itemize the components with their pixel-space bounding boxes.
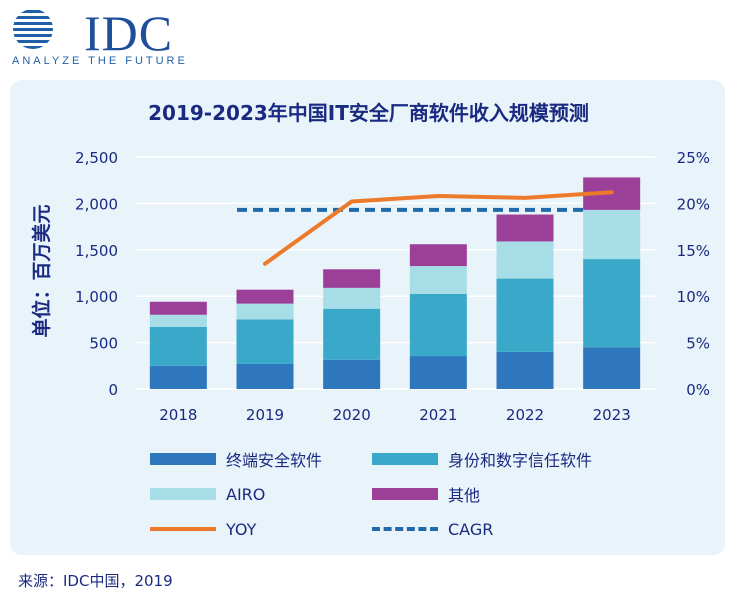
y2-tick-label: 25% <box>677 149 710 167</box>
legend-label-yoy: YOY <box>226 519 257 539</box>
bar-segment-endpoint <box>583 347 641 389</box>
bar-segment-airo <box>236 303 294 320</box>
legend-swatch-other <box>372 488 438 500</box>
logo-wordmark: IDC <box>84 5 174 61</box>
bar-segment-airo <box>323 287 381 309</box>
bar-segment-endpoint <box>323 359 381 389</box>
bar-segment-identity <box>583 259 641 348</box>
bar-segment-other <box>496 214 554 242</box>
idc-globe-icon <box>13 10 53 49</box>
legend-item-airo: AIRO <box>150 482 265 506</box>
legend-label-other: 其他 <box>448 486 481 505</box>
logo-tagline: ANALYZE THE FUTURE <box>12 55 188 67</box>
bar-segment-other <box>236 289 294 304</box>
bar-layer <box>149 177 641 389</box>
y-tick-label: 1,500 <box>75 242 118 260</box>
bar-segment-identity <box>323 308 381 360</box>
legend-label-identity: 身份和数字信任软件 <box>448 451 593 470</box>
bar-segment-airo <box>496 241 554 279</box>
x-tick-label: 2021 <box>419 406 457 424</box>
legend-item-yoy: YOY <box>150 517 256 541</box>
y2-tick-label: 5% <box>686 335 710 353</box>
y-tick-label: 2,000 <box>75 195 118 213</box>
y-tick-label: 2,500 <box>75 149 118 167</box>
bar-segment-endpoint <box>409 356 467 389</box>
y-tick-label: 500 <box>89 335 118 353</box>
y2-tick-label: 10% <box>677 288 710 306</box>
legend-label-airo: AIRO <box>226 484 266 504</box>
bar-segment-identity <box>149 326 207 366</box>
legend-swatch-endpoint <box>150 453 216 465</box>
header: IDC ANALYZE THE FUTURE <box>0 0 737 80</box>
bar-segment-identity <box>496 278 554 352</box>
axis-layer: 0 500 1,000 1,500 2,000 2,500 0% 5% 10% 15% 20% 25%… <box>30 149 710 424</box>
legend-swatch-identity <box>372 453 438 465</box>
legend-item-identity: 身份和数字信任软件 <box>372 447 592 471</box>
bar-segment-airo <box>583 209 641 260</box>
legend-item-endpoint: 终端安全软件 <box>150 447 322 471</box>
y2-tick-label: 0% <box>686 381 710 399</box>
y-tick-label: 0 <box>108 381 118 399</box>
x-tick-label: 2020 <box>333 406 371 424</box>
x-tick-label: 2019 <box>246 406 284 424</box>
x-tick-label: 2023 <box>593 406 631 424</box>
legend-swatch-airo <box>150 488 216 500</box>
legend-label-cagr: CAGR <box>448 519 494 539</box>
bar-segment-endpoint <box>496 351 554 389</box>
bar-segment-endpoint <box>236 363 294 389</box>
bar-segment-airo <box>149 314 207 327</box>
bar-segment-airo <box>409 266 467 294</box>
y-axis-title: 单位：百万美元 <box>30 204 53 337</box>
legend-item-cagr: CAGR <box>372 517 493 541</box>
y2-tick-label: 20% <box>677 195 710 213</box>
bar-segment-identity <box>409 293 467 357</box>
bar-segment-other <box>149 301 207 315</box>
line-layer <box>237 190 614 266</box>
grid-layer <box>135 156 655 390</box>
y2-tick-label: 15% <box>677 242 710 260</box>
y-tick-label: 1,000 <box>75 288 118 306</box>
bar-segment-endpoint <box>149 365 207 389</box>
bar-segment-identity <box>236 319 294 364</box>
legend-swatch-cagr <box>372 527 438 531</box>
x-tick-label: 2018 <box>159 406 197 424</box>
yoy-line <box>263 190 614 266</box>
x-tick-label: 2022 <box>506 406 544 424</box>
legend-swatch-yoy <box>150 527 216 531</box>
legend-item-other: 其他 <box>372 482 480 506</box>
chart-title: 2019-2023年中国IT安全厂商软件收入规模预测 <box>148 101 589 125</box>
legend-label-endpoint: 终端安全软件 <box>226 451 323 470</box>
bar-segment-other <box>323 269 381 288</box>
bar-segment-other <box>409 244 467 267</box>
source-note: 来源：IDC中国，2019 <box>18 572 173 590</box>
